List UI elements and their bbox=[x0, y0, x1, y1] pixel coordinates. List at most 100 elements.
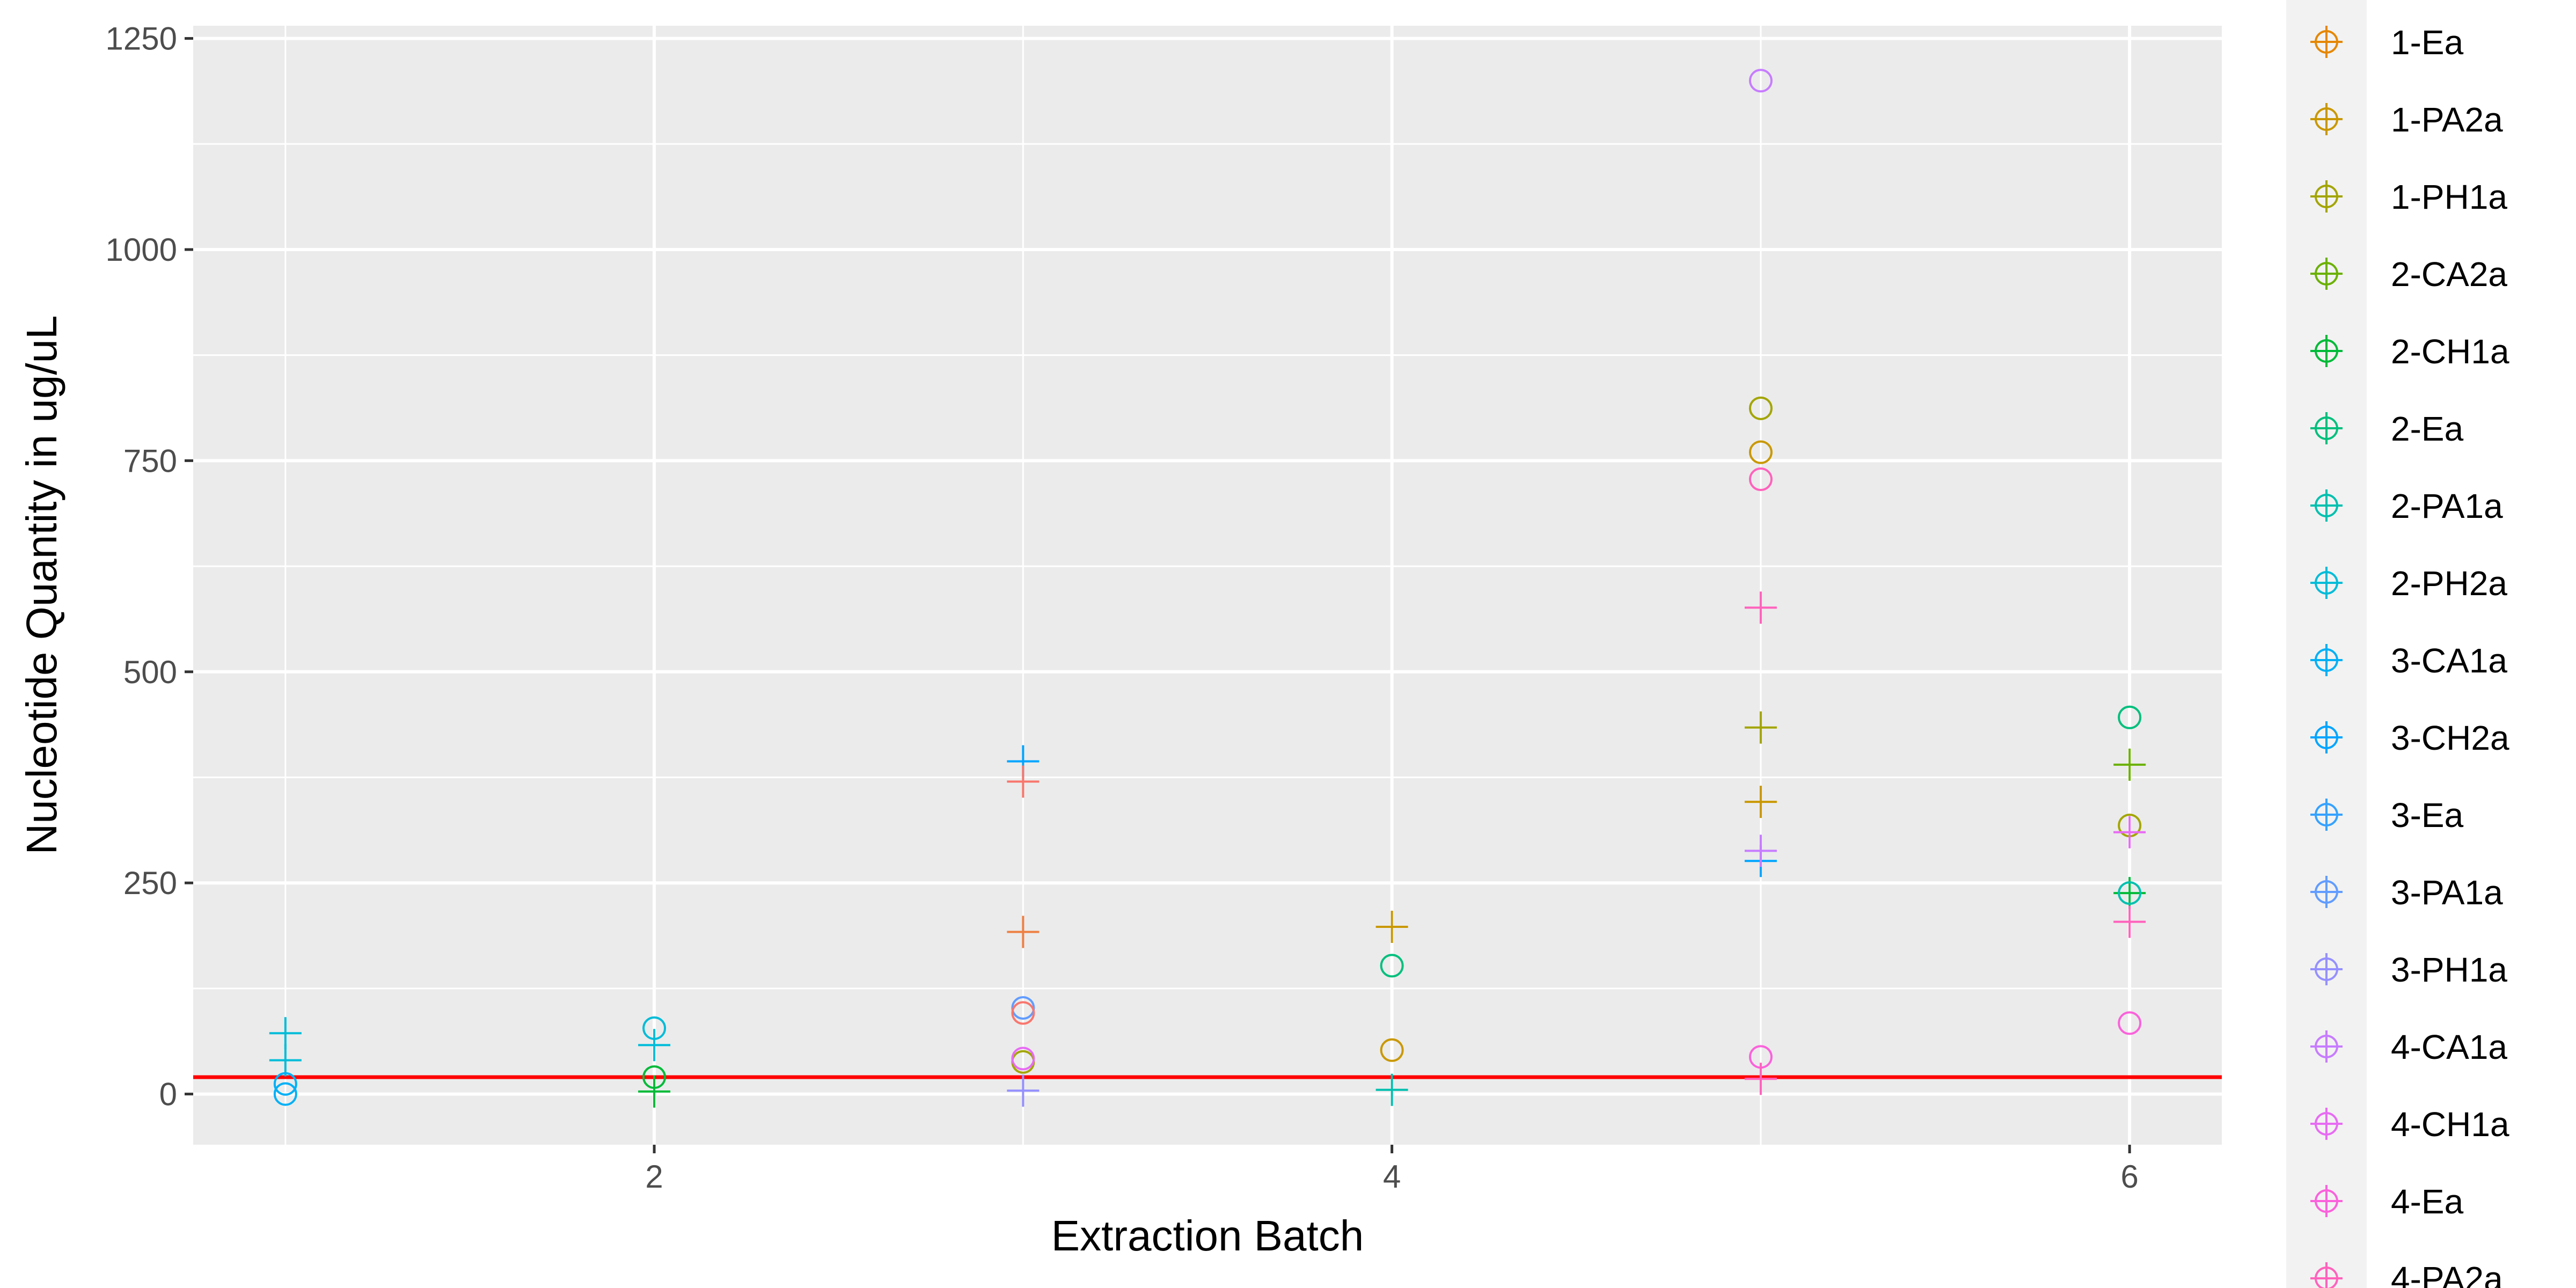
data-points bbox=[269, 69, 2146, 1108]
data-point-plus bbox=[269, 1017, 302, 1050]
x-tick-label: 6 bbox=[2120, 1159, 2138, 1195]
minor-gridlines bbox=[193, 26, 2222, 1145]
legend-key bbox=[2310, 335, 2343, 367]
legend-label: 1-PH1a bbox=[2391, 178, 2507, 216]
data-point-circle bbox=[1380, 954, 1404, 978]
legend-label: 1-PA2a bbox=[2391, 100, 2503, 139]
data-point-circle bbox=[642, 1065, 667, 1089]
x-axis-title: Extraction Batch bbox=[1051, 1212, 1364, 1260]
legend-key bbox=[2310, 799, 2343, 831]
legend-label: 3-PH1a bbox=[2391, 950, 2507, 989]
legend-item: 3-PA1a bbox=[2310, 873, 2503, 912]
legend-label: 1-Ea bbox=[2391, 23, 2464, 62]
legend-key bbox=[2310, 567, 2343, 599]
y-tick-label: 1000 bbox=[106, 232, 177, 268]
data-point-plus bbox=[638, 1029, 671, 1062]
data-point-plus bbox=[1375, 911, 1408, 943]
x-tick-label: 2 bbox=[645, 1159, 663, 1195]
legend-item: 2-PA1a bbox=[2310, 487, 2503, 525]
y-tick-label: 1250 bbox=[106, 21, 177, 57]
data-point-circle bbox=[273, 1082, 297, 1106]
legend-label: 2-CH1a bbox=[2391, 332, 2509, 371]
data-point-circle bbox=[273, 1072, 297, 1096]
legend-key bbox=[2310, 258, 2343, 290]
data-point-plus bbox=[1744, 835, 1777, 867]
legend-key bbox=[2310, 1030, 2343, 1063]
legend-key bbox=[2310, 412, 2343, 444]
data-point-circle bbox=[1380, 1038, 1404, 1062]
x-tick-label: 4 bbox=[1383, 1159, 1401, 1195]
y-tick-label: 750 bbox=[123, 443, 177, 479]
legend-key bbox=[2310, 876, 2343, 908]
y-axis-title: Nucleotide Quantity in ug/uL bbox=[18, 315, 65, 854]
legend-label: 4-PA2a bbox=[2391, 1260, 2503, 1288]
data-point-plus bbox=[2113, 816, 2146, 848]
legend-item: 1-PA2a bbox=[2310, 100, 2503, 139]
legend-label: 4-CA1a bbox=[2391, 1028, 2507, 1066]
legend-item: 1-Ea bbox=[2310, 23, 2464, 62]
legend-key bbox=[2310, 26, 2343, 58]
legend-label: 3-Ea bbox=[2391, 796, 2464, 835]
legend-label: 3-CH2a bbox=[2391, 719, 2509, 757]
legend-item: 4-Ea bbox=[2310, 1182, 2464, 1221]
legend-key bbox=[2310, 1185, 2343, 1217]
legend-key bbox=[2310, 1108, 2343, 1140]
legend-key bbox=[2310, 644, 2343, 676]
legend-key bbox=[2310, 489, 2343, 522]
legend-label: 2-Ea bbox=[2391, 409, 2464, 448]
data-point-circle bbox=[1011, 1001, 1035, 1025]
legend-item: 3-CH2a bbox=[2310, 719, 2509, 757]
data-point-plus bbox=[1744, 1063, 1777, 1095]
legend-key bbox=[2310, 1262, 2343, 1288]
legend-item: 1-PH1a bbox=[2310, 178, 2507, 216]
data-point-circle bbox=[1748, 440, 1773, 464]
plot-panel bbox=[193, 26, 2222, 1145]
legend-key bbox=[2310, 721, 2343, 753]
legend-label: 2-PH2a bbox=[2391, 564, 2507, 603]
data-point-plus bbox=[1007, 1074, 1040, 1107]
data-point-circle bbox=[1748, 69, 1773, 93]
data-point-circle bbox=[1011, 996, 1035, 1020]
data-point-plus bbox=[1744, 711, 1777, 744]
legend-item: 3-Ea bbox=[2310, 796, 2464, 835]
data-point-plus bbox=[2113, 905, 2146, 938]
data-point-plus bbox=[2113, 748, 2146, 781]
legend-item: 2-PH2a bbox=[2310, 564, 2507, 603]
data-point-circle bbox=[2118, 1011, 2142, 1035]
legend-item: 3-CA1a bbox=[2310, 641, 2507, 680]
data-point-plus bbox=[1744, 786, 1777, 818]
data-point-plus bbox=[638, 1075, 671, 1108]
legend-item: 4-CH1a bbox=[2310, 1105, 2509, 1144]
legend-item: 4-PA2a bbox=[2310, 1260, 2503, 1288]
data-point-circle bbox=[1748, 396, 1773, 420]
data-point-circle bbox=[1011, 1046, 1035, 1071]
axes: 2 4 6 0 250 500 750 1000 1250 bbox=[106, 21, 2139, 1195]
legend-item: 2-Ea bbox=[2310, 409, 2464, 448]
y-tick-label: 250 bbox=[123, 865, 177, 901]
data-point-plus bbox=[1375, 1073, 1408, 1106]
legend-label: 2-CA2a bbox=[2391, 255, 2507, 294]
legend: 1-Ea 1-PA2a 1-PH1a 2-CA2a 2-CH1a 2-Ea 2-PA1a 2-… bbox=[2310, 23, 2509, 1288]
data-point-circle bbox=[2118, 705, 2142, 729]
y-tick-label: 0 bbox=[159, 1077, 177, 1113]
data-point-circle bbox=[2118, 881, 2142, 905]
legend-label: 3-CA1a bbox=[2391, 641, 2507, 680]
legend-item: 2-CH1a bbox=[2310, 332, 2509, 371]
data-point-circle bbox=[642, 1016, 667, 1040]
y-tick-label: 500 bbox=[123, 654, 177, 690]
data-point-circle bbox=[1748, 467, 1773, 492]
legend-item: 4-CA1a bbox=[2310, 1028, 2507, 1066]
legend-label: 4-CH1a bbox=[2391, 1105, 2509, 1144]
legend-key bbox=[2310, 103, 2343, 135]
legend-item: 2-CA2a bbox=[2310, 255, 2507, 294]
legend-label: 4-Ea bbox=[2391, 1182, 2464, 1221]
legend-key bbox=[2310, 953, 2343, 985]
data-point-plus bbox=[1744, 591, 1777, 624]
data-point-plus bbox=[1007, 765, 1040, 798]
data-point-plus bbox=[269, 1044, 302, 1077]
legend-key bbox=[2310, 180, 2343, 213]
legend-label: 2-PA1a bbox=[2391, 487, 2503, 525]
major-gridlines bbox=[193, 26, 2222, 1145]
data-point-plus bbox=[1007, 916, 1040, 948]
